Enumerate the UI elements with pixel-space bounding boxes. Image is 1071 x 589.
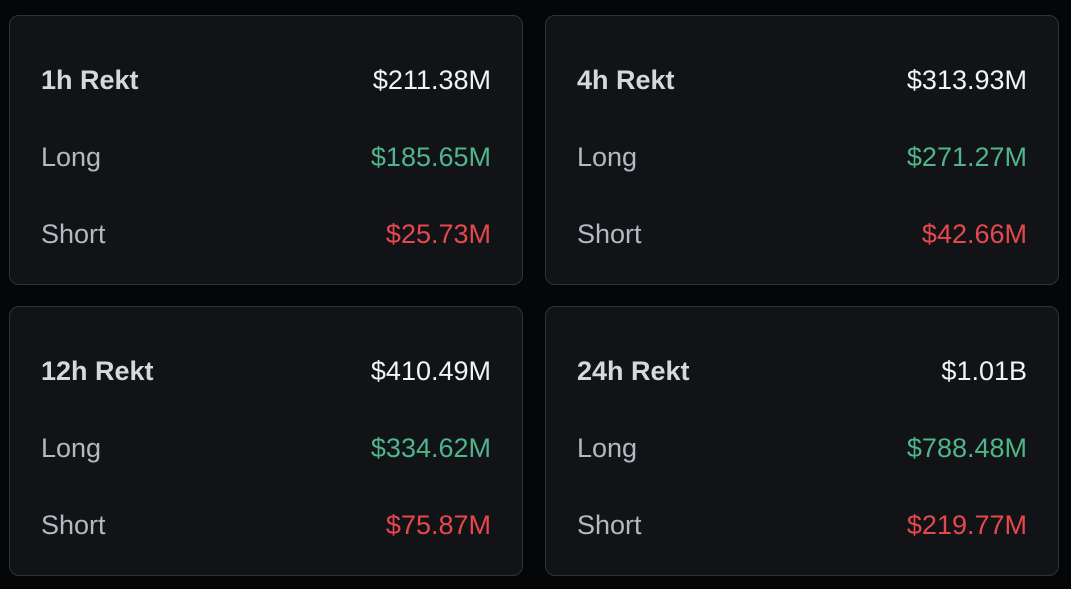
long-value: $788.48M	[906, 432, 1027, 463]
short-value: $25.73M	[385, 218, 491, 249]
long-row: Long $788.48M	[577, 428, 1027, 468]
total-value: $410.49M	[370, 355, 491, 386]
long-row: Long $185.65M	[41, 137, 491, 177]
short-label: Short	[577, 509, 642, 540]
total-value: $313.93M	[906, 64, 1027, 95]
rekt-card-12h: 12h Rekt $410.49M Long $334.62M Short $7…	[9, 306, 523, 576]
short-row: Short $25.73M	[41, 214, 491, 254]
card-title: 1h Rekt	[41, 64, 139, 95]
long-value: $271.27M	[906, 141, 1027, 172]
card-title: 4h Rekt	[577, 64, 675, 95]
total-row: 1h Rekt $211.38M	[41, 60, 491, 100]
long-value: $334.62M	[370, 432, 491, 463]
total-value: $1.01B	[941, 355, 1027, 386]
card-title: 24h Rekt	[577, 355, 690, 386]
card-title: 12h Rekt	[41, 355, 154, 386]
short-label: Short	[41, 509, 106, 540]
long-label: Long	[577, 141, 638, 172]
total-value: $211.38M	[372, 64, 491, 95]
short-label: Short	[577, 218, 642, 249]
rekt-card-24h: 24h Rekt $1.01B Long $788.48M Short $219…	[545, 306, 1059, 576]
short-value: $219.77M	[906, 509, 1027, 540]
total-row: 4h Rekt $313.93M	[577, 60, 1027, 100]
short-row: Short $75.87M	[41, 505, 491, 545]
long-row: Long $271.27M	[577, 137, 1027, 177]
long-label: Long	[41, 141, 102, 172]
long-row: Long $334.62M	[41, 428, 491, 468]
rekt-card-1h: 1h Rekt $211.38M Long $185.65M Short $25…	[9, 15, 523, 285]
rekt-card-4h: 4h Rekt $313.93M Long $271.27M Short $42…	[545, 15, 1059, 285]
total-row: 12h Rekt $410.49M	[41, 351, 491, 391]
long-value: $185.65M	[370, 141, 491, 172]
long-label: Long	[41, 432, 102, 463]
total-row: 24h Rekt $1.01B	[577, 351, 1027, 391]
long-label: Long	[577, 432, 638, 463]
short-row: Short $42.66M	[577, 214, 1027, 254]
short-row: Short $219.77M	[577, 505, 1027, 545]
short-value: $42.66M	[921, 218, 1027, 249]
short-value: $75.87M	[385, 509, 491, 540]
short-label: Short	[41, 218, 106, 249]
